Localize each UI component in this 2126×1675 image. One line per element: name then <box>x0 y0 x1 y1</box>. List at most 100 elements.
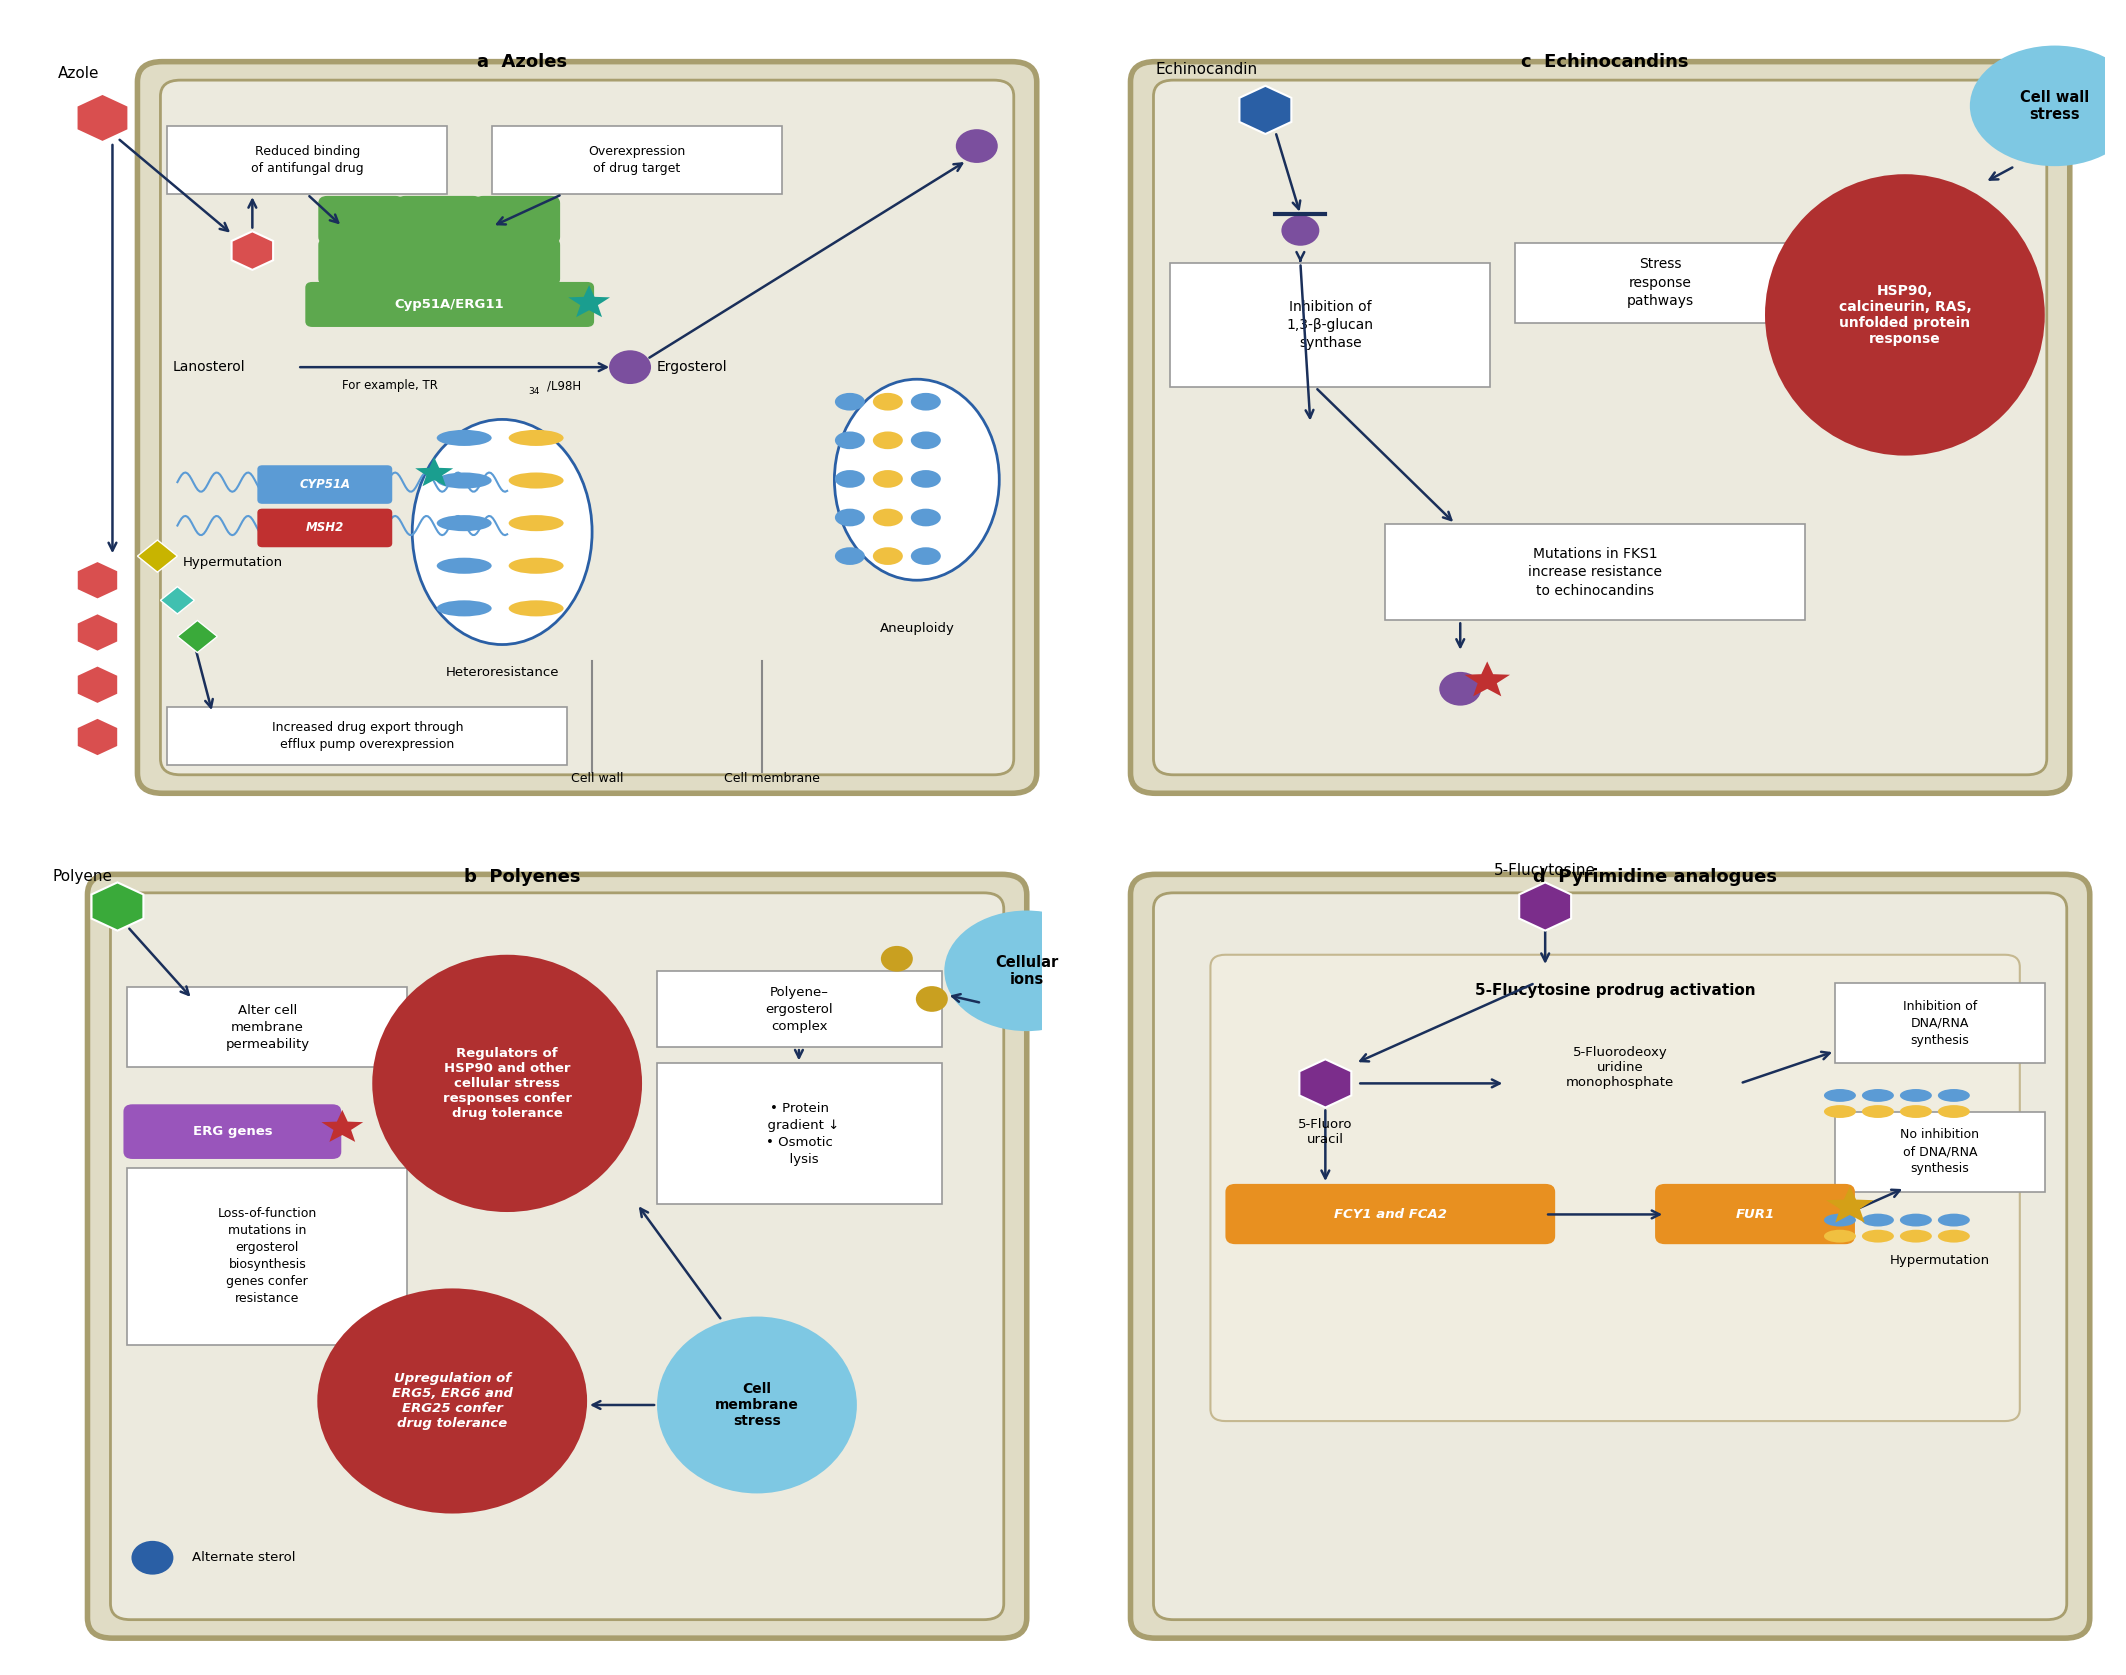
FancyBboxPatch shape <box>1516 243 1805 323</box>
Polygon shape <box>1465 662 1509 697</box>
Text: Azole: Azole <box>57 67 100 80</box>
Text: Inhibition of
1,3-β-glucan
synthase: Inhibition of 1,3-β-glucan synthase <box>1286 300 1373 350</box>
Polygon shape <box>1826 1186 1873 1223</box>
FancyBboxPatch shape <box>257 466 393 504</box>
Polygon shape <box>77 613 119 652</box>
Text: For example, TR: For example, TR <box>342 379 438 392</box>
Ellipse shape <box>1939 1089 1971 1102</box>
Ellipse shape <box>1824 1214 1856 1226</box>
Polygon shape <box>77 561 119 600</box>
FancyBboxPatch shape <box>128 1167 408 1345</box>
Ellipse shape <box>836 509 865 526</box>
Ellipse shape <box>1901 1089 1933 1102</box>
Ellipse shape <box>508 516 563 531</box>
Ellipse shape <box>436 600 491 616</box>
Text: MSH2: MSH2 <box>306 521 344 534</box>
Text: Upregulation of
ERG5, ERG6 and
ERG25 confer
drug tolerance: Upregulation of ERG5, ERG6 and ERG25 con… <box>391 1372 512 1430</box>
Ellipse shape <box>1765 174 2045 456</box>
Text: Alternate sterol: Alternate sterol <box>193 1551 296 1564</box>
Ellipse shape <box>874 471 904 487</box>
Text: Cell wall
stress: Cell wall stress <box>2020 90 2090 122</box>
FancyBboxPatch shape <box>138 62 1037 794</box>
Ellipse shape <box>1824 1106 1856 1117</box>
Text: ERG genes: ERG genes <box>193 1126 272 1137</box>
Text: /L98H: /L98H <box>546 379 580 392</box>
Ellipse shape <box>957 129 997 162</box>
Polygon shape <box>415 457 453 486</box>
FancyBboxPatch shape <box>657 1064 942 1204</box>
FancyBboxPatch shape <box>87 874 1027 1638</box>
Ellipse shape <box>508 558 563 575</box>
Text: HSP90,
calcineurin, RAS,
unfolded protein
response: HSP90, calcineurin, RAS, unfolded protei… <box>1839 283 1971 347</box>
FancyBboxPatch shape <box>111 893 1003 1620</box>
FancyBboxPatch shape <box>474 238 559 286</box>
Ellipse shape <box>436 472 491 489</box>
FancyBboxPatch shape <box>657 971 942 1047</box>
Ellipse shape <box>1901 1214 1933 1226</box>
Text: Aneuploidy: Aneuploidy <box>880 621 955 635</box>
FancyBboxPatch shape <box>257 509 393 548</box>
Text: Loss-of-function
mutations in
ergosterol
biosynthesis
genes confer
resistance: Loss-of-function mutations in ergosterol… <box>217 1208 317 1305</box>
Ellipse shape <box>317 1288 587 1514</box>
FancyBboxPatch shape <box>1131 62 2071 794</box>
FancyBboxPatch shape <box>493 126 782 194</box>
Ellipse shape <box>880 946 912 971</box>
Text: Cyp51A/ERG11: Cyp51A/ERG11 <box>395 298 504 312</box>
Ellipse shape <box>910 394 942 410</box>
Text: Lanosterol: Lanosterol <box>172 360 244 374</box>
Ellipse shape <box>1901 1106 1933 1117</box>
Text: Hypermutation: Hypermutation <box>183 556 283 570</box>
Text: Cell
membrane
stress: Cell membrane stress <box>714 1382 799 1429</box>
Ellipse shape <box>874 394 904 410</box>
Text: Polyene: Polyene <box>53 869 113 884</box>
Polygon shape <box>159 586 193 615</box>
Ellipse shape <box>1862 1214 1894 1226</box>
Ellipse shape <box>916 987 948 1012</box>
FancyBboxPatch shape <box>168 707 568 765</box>
Ellipse shape <box>836 432 865 449</box>
Text: Cell membrane: Cell membrane <box>725 772 821 784</box>
Text: a  Azoles: a Azoles <box>476 52 568 70</box>
Text: No inhibition
of DNA/RNA
synthesis: No inhibition of DNA/RNA synthesis <box>1901 1129 1979 1176</box>
Text: Ergosterol: Ergosterol <box>657 360 727 374</box>
Polygon shape <box>77 665 119 704</box>
Text: Echinocandin: Echinocandin <box>1157 62 1259 77</box>
FancyBboxPatch shape <box>319 196 404 245</box>
Polygon shape <box>176 620 217 653</box>
Ellipse shape <box>910 471 942 487</box>
Ellipse shape <box>836 548 865 564</box>
FancyBboxPatch shape <box>474 196 559 245</box>
Ellipse shape <box>1939 1106 1971 1117</box>
Text: 5-Flucytosine: 5-Flucytosine <box>1495 863 1597 878</box>
Ellipse shape <box>1282 214 1320 246</box>
Text: c  Echinocandins: c Echinocandins <box>1522 52 1688 70</box>
Text: 5-Fluorodeoxy
uridine
monophosphate: 5-Fluorodeoxy uridine monophosphate <box>1567 1045 1675 1089</box>
Ellipse shape <box>1901 1229 1933 1243</box>
FancyBboxPatch shape <box>306 281 593 327</box>
Ellipse shape <box>1862 1106 1894 1117</box>
Text: Cellular
ions: Cellular ions <box>995 955 1059 987</box>
Polygon shape <box>568 285 610 317</box>
Polygon shape <box>91 883 142 931</box>
Ellipse shape <box>1971 45 2126 166</box>
FancyBboxPatch shape <box>1835 983 2045 1064</box>
FancyBboxPatch shape <box>1835 1112 2045 1193</box>
Ellipse shape <box>874 548 904 564</box>
FancyBboxPatch shape <box>395 196 483 245</box>
Text: Reduced binding
of antifungal drug: Reduced binding of antifungal drug <box>251 146 364 176</box>
FancyBboxPatch shape <box>319 238 404 286</box>
FancyBboxPatch shape <box>1210 955 2020 1420</box>
Ellipse shape <box>657 1317 857 1494</box>
Text: 5-Fluoro
uracil: 5-Fluoro uracil <box>1299 1117 1352 1146</box>
Text: 5-Flucytosine prodrug activation: 5-Flucytosine prodrug activation <box>1475 983 1756 998</box>
Polygon shape <box>138 539 176 573</box>
FancyBboxPatch shape <box>1154 80 2047 776</box>
Ellipse shape <box>874 509 904 526</box>
Polygon shape <box>1520 883 1571 931</box>
Ellipse shape <box>910 548 942 564</box>
FancyBboxPatch shape <box>168 126 446 194</box>
Text: 34: 34 <box>527 387 540 395</box>
FancyBboxPatch shape <box>1654 1184 1854 1245</box>
Ellipse shape <box>1862 1229 1894 1243</box>
Text: Inhibition of
DNA/RNA
synthesis: Inhibition of DNA/RNA synthesis <box>1903 1000 1977 1047</box>
